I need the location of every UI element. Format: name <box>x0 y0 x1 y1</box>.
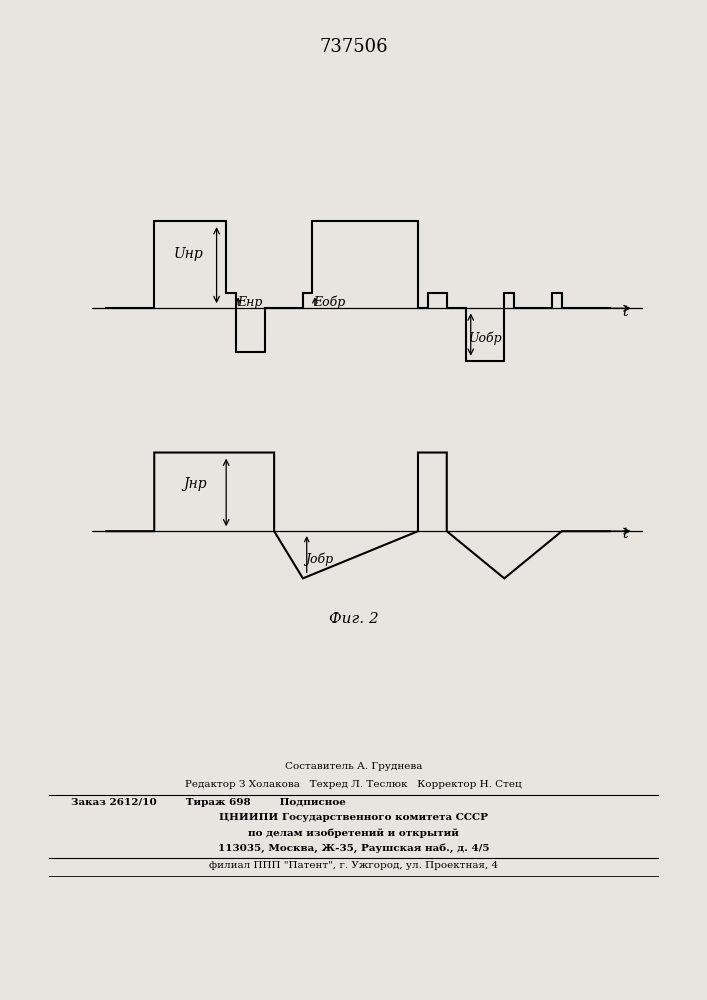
Text: Uобр: Uобр <box>468 332 502 345</box>
Text: Jнр: Jнр <box>183 477 206 491</box>
Text: Редактор З Холакова   Техред Л. Теслюк   Корректор Н. Стец: Редактор З Холакова Техред Л. Теслюк Кор… <box>185 780 522 789</box>
Text: Uнр: Uнр <box>173 247 203 261</box>
Text: t: t <box>621 305 627 319</box>
Text: Составитель А. Груднева: Составитель А. Груднева <box>285 762 422 771</box>
Text: 113035, Москва, Ж-35, Раушская наб., д. 4/5: 113035, Москва, Ж-35, Раушская наб., д. … <box>218 843 489 853</box>
Text: 737506: 737506 <box>319 38 388 56</box>
Text: Заказ 2612/10        Тираж 698        Подписное: Заказ 2612/10 Тираж 698 Подписное <box>71 798 346 807</box>
Text: Фиг. 2: Фиг. 2 <box>329 612 378 626</box>
Text: Eобр: Eобр <box>313 295 346 309</box>
Text: t: t <box>621 527 627 541</box>
Text: филиал ППП "Патент", г. Ужгород, ул. Проектная, 4: филиал ППП "Патент", г. Ужгород, ул. Про… <box>209 861 498 870</box>
Text: по делам изобретений и открытий: по делам изобретений и открытий <box>248 828 459 838</box>
Text: ЦНИИПИ Государственного комитета СССР: ЦНИИПИ Государственного комитета СССР <box>219 813 488 822</box>
Text: Eнр: Eнр <box>237 296 262 309</box>
Text: Jобр: Jобр <box>305 553 334 566</box>
